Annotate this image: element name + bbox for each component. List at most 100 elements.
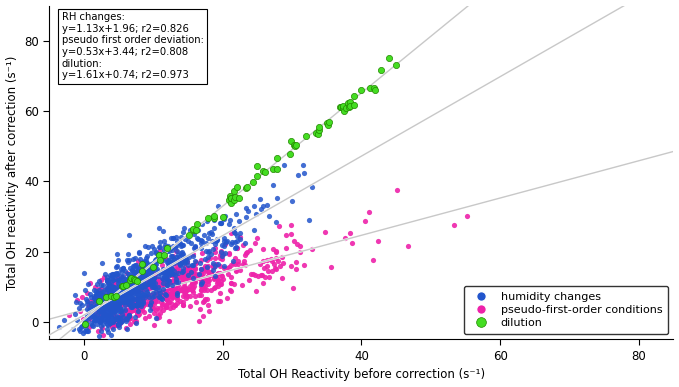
Point: [145, 270, 155, 276]
Point: [118, 313, 129, 319]
Point: [168, 304, 179, 310]
Point: [280, 245, 291, 251]
Point: [183, 238, 194, 245]
Point: [130, 275, 141, 281]
Point: [107, 271, 118, 277]
Point: [158, 292, 168, 298]
Point: [132, 297, 143, 303]
Point: [158, 286, 169, 292]
Point: [113, 301, 124, 308]
Point: [181, 286, 192, 293]
Point: [121, 299, 132, 305]
Point: [158, 286, 168, 292]
Point: [122, 299, 133, 305]
Point: [268, 246, 278, 252]
Point: [145, 279, 156, 286]
Point: [164, 278, 175, 284]
Point: [240, 214, 251, 220]
Point: [105, 293, 116, 299]
Point: [77, 302, 88, 308]
Point: [109, 316, 120, 322]
Point: [109, 309, 120, 315]
Point: [304, 217, 314, 223]
Point: [133, 279, 144, 285]
Point: [88, 323, 98, 329]
Point: [121, 282, 132, 288]
Point: [103, 289, 113, 296]
Point: [110, 289, 121, 296]
Point: [168, 290, 179, 296]
Point: [189, 283, 200, 289]
Point: [210, 245, 221, 251]
Point: [141, 266, 151, 272]
Point: [198, 265, 209, 271]
Point: [102, 326, 113, 332]
Point: [132, 296, 143, 303]
Point: [448, 221, 459, 228]
Point: [90, 297, 101, 303]
Point: [166, 271, 177, 277]
Point: [105, 280, 116, 286]
Point: [321, 120, 332, 127]
Point: [136, 262, 147, 268]
Point: [313, 131, 324, 137]
Point: [130, 279, 141, 286]
Point: [109, 294, 120, 300]
Point: [128, 263, 139, 269]
Text: RH changes:
y=1.13x+1.96; r2=0.826
pseudo first order deviation:
y=0.53x+3.44; r: RH changes: y=1.13x+1.96; r2=0.826 pseud…: [62, 12, 204, 80]
Point: [124, 279, 134, 286]
Point: [134, 298, 145, 304]
Point: [187, 269, 198, 276]
Point: [168, 284, 179, 290]
Point: [299, 170, 310, 176]
Point: [177, 287, 187, 293]
Point: [343, 99, 354, 106]
Point: [363, 209, 374, 215]
Point: [125, 292, 136, 298]
Point: [109, 284, 120, 290]
Point: [203, 215, 214, 221]
Point: [117, 265, 128, 271]
Point: [133, 298, 144, 305]
Point: [114, 308, 125, 314]
Point: [164, 268, 175, 274]
Point: [155, 269, 166, 275]
Point: [137, 286, 148, 293]
Point: [202, 218, 213, 224]
Point: [104, 301, 115, 308]
Point: [132, 299, 143, 305]
Point: [101, 293, 112, 300]
Point: [121, 315, 132, 322]
Point: [69, 338, 79, 344]
Point: [173, 254, 184, 260]
Point: [151, 305, 162, 311]
Point: [96, 315, 107, 321]
Point: [120, 297, 130, 303]
Point: [100, 309, 111, 315]
Point: [111, 293, 122, 299]
Point: [126, 304, 136, 310]
Point: [104, 288, 115, 294]
Point: [145, 302, 156, 308]
Point: [186, 272, 197, 278]
Point: [183, 232, 194, 238]
Point: [103, 284, 113, 290]
Point: [209, 255, 220, 262]
Point: [175, 261, 186, 267]
Point: [124, 276, 135, 283]
Point: [91, 293, 102, 300]
Point: [230, 261, 241, 267]
Point: [150, 298, 161, 304]
Point: [224, 250, 235, 256]
Point: [124, 312, 134, 318]
Point: [123, 251, 134, 257]
Point: [111, 286, 122, 293]
Point: [106, 299, 117, 305]
Point: [107, 324, 117, 330]
Point: [106, 311, 117, 317]
Point: [113, 320, 124, 327]
Point: [208, 264, 219, 270]
Point: [181, 292, 191, 298]
Point: [166, 264, 177, 270]
Point: [197, 273, 208, 279]
